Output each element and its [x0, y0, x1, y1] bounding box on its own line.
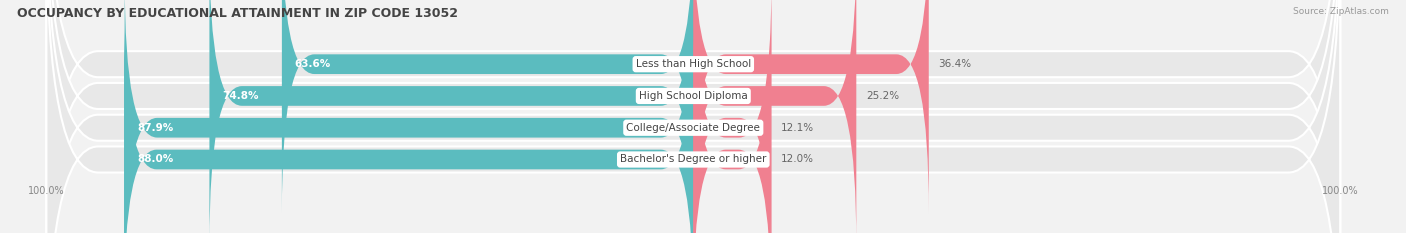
- Text: 12.0%: 12.0%: [780, 154, 814, 164]
- FancyBboxPatch shape: [46, 0, 1340, 233]
- FancyBboxPatch shape: [209, 0, 693, 233]
- Text: 88.0%: 88.0%: [136, 154, 173, 164]
- Text: Bachelor's Degree or higher: Bachelor's Degree or higher: [620, 154, 766, 164]
- FancyBboxPatch shape: [693, 10, 770, 233]
- FancyBboxPatch shape: [693, 0, 856, 233]
- Text: College/Associate Degree: College/Associate Degree: [626, 123, 761, 133]
- Text: OCCUPANCY BY EDUCATIONAL ATTAINMENT IN ZIP CODE 13052: OCCUPANCY BY EDUCATIONAL ATTAINMENT IN Z…: [17, 7, 458, 20]
- Text: Less than High School: Less than High School: [636, 59, 751, 69]
- Text: Source: ZipAtlas.com: Source: ZipAtlas.com: [1294, 7, 1389, 16]
- Text: 36.4%: 36.4%: [938, 59, 972, 69]
- FancyBboxPatch shape: [124, 10, 693, 233]
- FancyBboxPatch shape: [46, 0, 1340, 233]
- FancyBboxPatch shape: [46, 0, 1340, 233]
- FancyBboxPatch shape: [125, 0, 693, 233]
- FancyBboxPatch shape: [693, 0, 772, 233]
- Text: 12.1%: 12.1%: [782, 123, 814, 133]
- Text: 63.6%: 63.6%: [295, 59, 330, 69]
- Text: 25.2%: 25.2%: [866, 91, 900, 101]
- FancyBboxPatch shape: [46, 0, 1340, 233]
- Text: 74.8%: 74.8%: [222, 91, 259, 101]
- Text: 87.9%: 87.9%: [138, 123, 174, 133]
- Text: High School Diploma: High School Diploma: [638, 91, 748, 101]
- FancyBboxPatch shape: [693, 0, 929, 213]
- FancyBboxPatch shape: [281, 0, 693, 213]
